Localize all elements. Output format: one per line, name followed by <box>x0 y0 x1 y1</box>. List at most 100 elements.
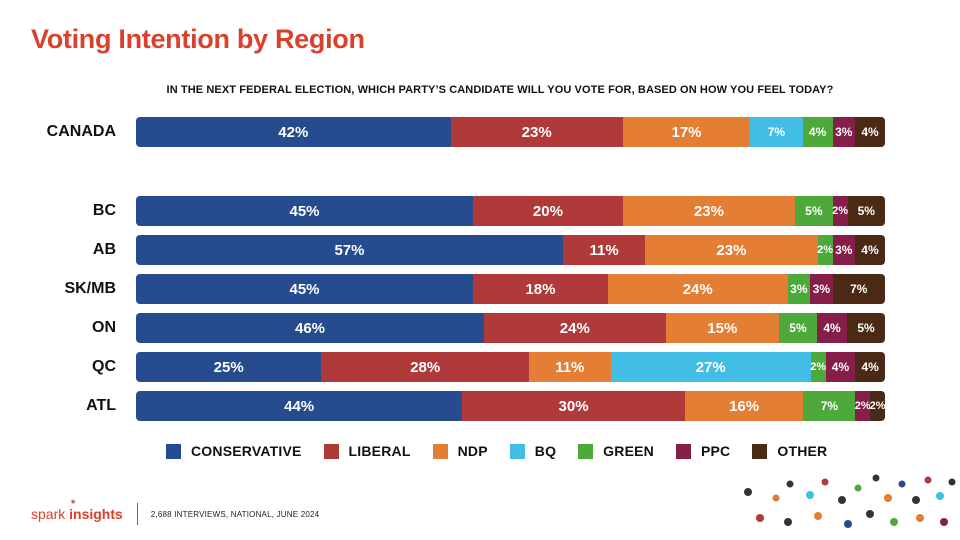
bar-bc: 45% 20% 23% 5% 2% 5% <box>136 196 885 226</box>
legend-label: BQ <box>534 443 557 459</box>
bar-segment-bc-ppc: 2% <box>832 196 848 226</box>
footer: spark * insights 2,688 INTERVIEWS, NATION… <box>31 498 320 525</box>
bar-segment-canada-ppc: 3% <box>832 117 856 147</box>
row-label-ab: AB <box>92 241 116 258</box>
data-label: 17% <box>671 123 702 141</box>
chart-subtitle: IN THE NEXT FEDERAL ELECTION, WHICH PART… <box>166 84 834 96</box>
legend-item-conservative: CONSERVATIVE <box>166 443 302 459</box>
bar-segment-qc-other: 4% <box>855 352 885 382</box>
legend-swatch <box>509 443 525 459</box>
data-label: 4% <box>823 321 841 335</box>
data-label: 24% <box>682 280 713 298</box>
bar-segment-ab-ppc: 3% <box>832 235 855 265</box>
bar-segment-on-conservative: 46% <box>136 313 485 343</box>
bar-segment-sk-mb-conservative: 45% <box>136 274 474 304</box>
legend-label: GREEN <box>603 443 654 459</box>
row-label-on: ON <box>92 319 116 336</box>
legend-label: OTHER <box>777 443 828 459</box>
bar-segment-qc-green: 2% <box>810 352 826 382</box>
bar-segment-ab-conservative: 57% <box>136 235 563 265</box>
bar-segment-on-other: 5% <box>847 313 885 343</box>
data-label: 18% <box>525 280 556 298</box>
legend-item-liberal: LIBERAL <box>323 443 411 459</box>
bar-segment-ab-liberal: 11% <box>562 235 646 265</box>
bar-segment-sk-mb-ppc: 3% <box>810 274 833 304</box>
data-label: 3% <box>835 125 853 139</box>
data-label: 7% <box>850 282 868 296</box>
bar-segment-atl-green: 7% <box>803 391 856 421</box>
data-label: 2% <box>817 244 833 256</box>
bar-segment-bc-conservative: 45% <box>136 196 474 226</box>
legend-swatch <box>432 443 448 459</box>
bar-segment-bc-green: 5% <box>795 196 833 226</box>
legend-item-ndp: NDP <box>432 443 488 459</box>
legend-item-ppc: PPC <box>675 443 731 459</box>
bar-segment-qc-bq: 27% <box>610 352 811 382</box>
legend-label: NDP <box>457 443 488 459</box>
legend-item-other: OTHER <box>752 443 827 459</box>
legend-swatch <box>675 443 691 459</box>
data-label: 4% <box>861 360 879 374</box>
bar-segment-qc-ndp: 11% <box>529 352 611 382</box>
bar-sk-mb: 45% 18% 24% 3% 3% 7% <box>136 274 885 304</box>
data-label: 2% <box>869 400 885 412</box>
legend-swatch <box>578 443 594 459</box>
bar-segment-sk-mb-liberal: 18% <box>473 274 608 304</box>
data-label: 2% <box>832 205 848 217</box>
legend-swatch <box>323 443 339 459</box>
bar-segment-canada-bq: 7% <box>750 117 803 147</box>
bar-segment-on-liberal: 24% <box>484 313 666 343</box>
bar-segment-ab-ndp: 23% <box>645 235 818 265</box>
bar-qc: 25% 28% 11% 27% 2% 4% 4% <box>136 352 885 382</box>
data-label: 3% <box>812 282 830 296</box>
bar-segment-qc-liberal: 28% <box>321 352 530 382</box>
bar-segment-atl-conservative: 44% <box>136 391 463 421</box>
legend-label: PPC <box>700 443 731 459</box>
legend-item-green: GREEN <box>578 443 654 459</box>
bar-segment-bc-other: 5% <box>847 196 885 226</box>
bar-segment-on-green: 5% <box>779 313 817 343</box>
bar-ab: 57% 11% 23% 2% 3% 4% <box>136 235 885 265</box>
bar-segment-sk-mb-other: 7% <box>832 274 885 304</box>
data-label: 23% <box>521 123 552 141</box>
data-label: 7% <box>820 399 839 413</box>
bar-segment-ab-green: 2% <box>817 235 833 265</box>
data-label: 5% <box>789 321 807 335</box>
bar-segment-bc-liberal: 20% <box>473 196 623 226</box>
bar-segment-on-ppc: 4% <box>816 313 848 343</box>
data-label: 57% <box>334 241 365 259</box>
chart-legend: CONSERVATIVE LIBERAL NDP BQ GREEN PPC OTHER <box>166 443 849 459</box>
data-label: 16% <box>729 397 760 415</box>
bar-segment-ab-other: 4% <box>855 235 885 265</box>
sample-note: 2,688 INTERVIEWS, NATIONAL, JUNE 2024 <box>150 509 320 519</box>
data-label: 45% <box>289 202 320 220</box>
brand-logo: spark * insights <box>31 498 123 522</box>
legend-label: LIBERAL <box>348 443 411 459</box>
data-label: 5% <box>857 204 875 218</box>
bar-atl: 44% 30% 16% 7% 2% 2% <box>136 391 885 421</box>
data-label: 44% <box>284 397 315 415</box>
data-label: 3% <box>790 282 808 296</box>
bar-segment-sk-mb-green: 3% <box>787 274 811 304</box>
data-label: 20% <box>532 202 563 220</box>
bar-segment-sk-mb-ndp: 24% <box>607 274 788 304</box>
data-label: 27% <box>695 358 726 376</box>
bar-segment-canada-liberal: 23% <box>450 117 623 147</box>
data-label: 25% <box>213 358 244 376</box>
data-label: 5% <box>857 321 875 335</box>
data-label: 24% <box>559 319 590 337</box>
row-label-canada: CANADA <box>46 123 116 140</box>
bar-segment-qc-ppc: 4% <box>825 352 856 382</box>
legend-item-bq: BQ <box>509 443 557 459</box>
data-label: 4% <box>831 360 850 374</box>
data-label: 11% <box>555 358 585 376</box>
data-label: 15% <box>707 319 738 337</box>
legend-swatch <box>752 443 768 459</box>
data-label: 4% <box>861 125 879 139</box>
data-label: 23% <box>716 241 747 259</box>
bar-segment-canada-ndp: 17% <box>622 117 751 147</box>
data-label: 7% <box>767 125 786 139</box>
bar-segment-bc-ndp: 23% <box>622 196 796 226</box>
chart-title: Voting Intention by Region <box>31 24 365 54</box>
row-label-bc: BC <box>92 202 116 219</box>
